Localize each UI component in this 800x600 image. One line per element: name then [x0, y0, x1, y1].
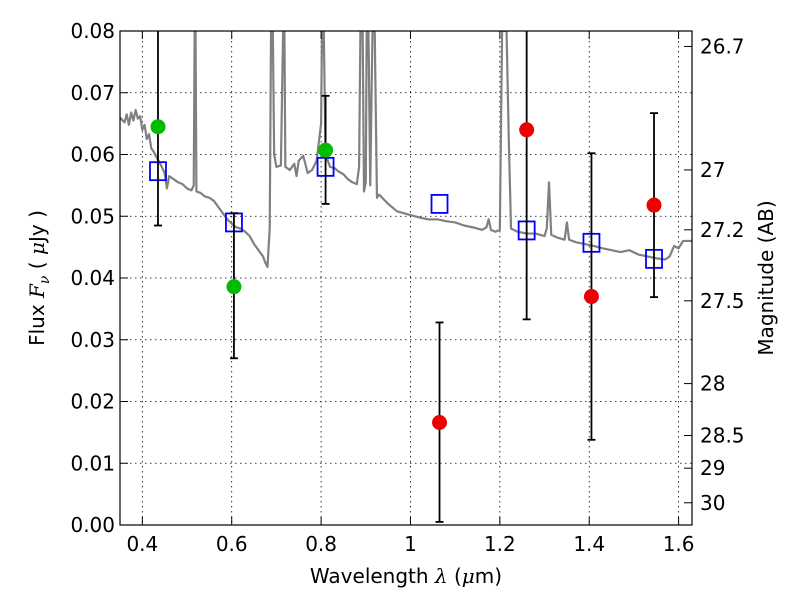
x-tick-label: 1.2: [484, 532, 516, 556]
magnitude-tick-label: 29: [700, 456, 725, 480]
nir-detection-point: [583, 289, 599, 305]
x-tick-label: 1.6: [663, 532, 695, 556]
magnitude-tick-label: 26.7: [700, 34, 745, 58]
x-tick-label: 1.4: [573, 532, 605, 556]
x-axis-label: Wavelength λ (μm): [310, 564, 502, 588]
optical-detection-point: [150, 119, 166, 135]
magnitude-tick-label: 28.5: [700, 423, 745, 447]
model-spectrum-line: [120, 31, 692, 268]
y-tick-label: 0.04: [70, 266, 115, 290]
y-tick-label: 0.07: [70, 81, 115, 105]
y-tick-label: 0.05: [70, 204, 115, 228]
magnitude-tick-label: 28: [700, 372, 725, 396]
y-tick-label: 0.03: [70, 328, 115, 352]
model-photometry-square: [430, 193, 449, 214]
axes: 0.4 0.6 0.8 1 1.2 1.4 1.6 0.00 0.01 0.02 0.03 0.04 0…: [70, 19, 744, 556]
magnitude-tick-label: 27.2: [700, 218, 745, 242]
x-tick-label: 0.4: [126, 532, 158, 556]
y-tick-label: 0.00: [70, 513, 115, 537]
x-tick-label: 1: [404, 532, 417, 556]
nir-detection-point: [519, 122, 535, 138]
y-tick-label: 0.08: [70, 19, 115, 43]
nir-detection-point: [646, 197, 662, 213]
magnitude-tick-label: 30: [700, 491, 725, 515]
y-tick-label: 0.06: [70, 143, 115, 167]
optical-detection-point: [226, 279, 242, 295]
magnitude-tick-label: 27: [700, 158, 725, 182]
y-axis-label: Flux Fν ( μJy ): [25, 210, 53, 346]
nir-detection-point: [432, 414, 448, 430]
optical-detection-point: [318, 142, 334, 158]
x-tick-label: 0.6: [216, 532, 248, 556]
plot-area: [120, 31, 692, 523]
magnitude-axis-label: Magnitude (AB): [754, 200, 778, 355]
x-tick-label: 0.8: [305, 532, 337, 556]
y-tick-label: 0.01: [70, 451, 115, 475]
y-tick-label: 0.02: [70, 390, 115, 414]
magnitude-tick-label: 27.5: [700, 289, 745, 313]
